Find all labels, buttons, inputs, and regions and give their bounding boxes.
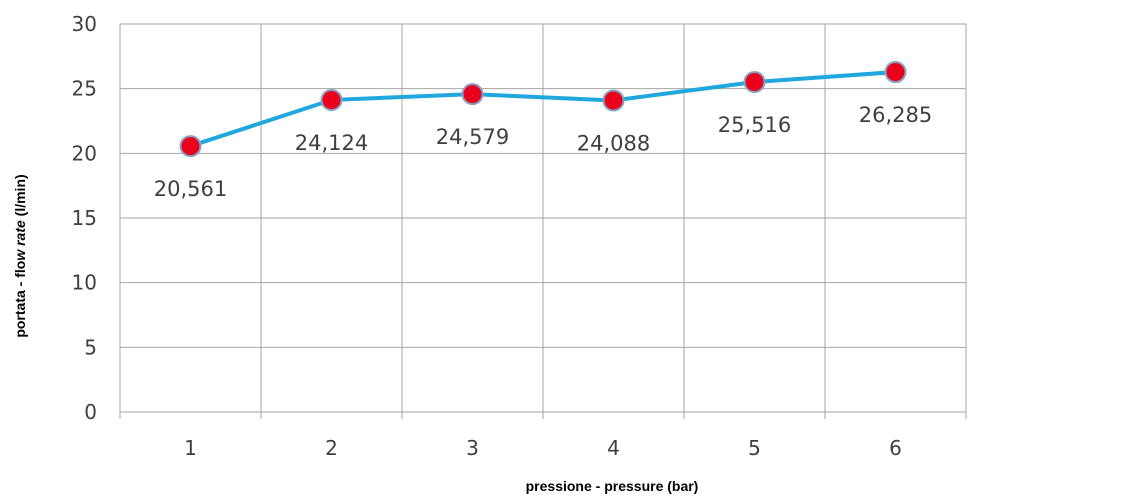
x-tick-label: 5 bbox=[748, 436, 761, 460]
data-label: 25,516 bbox=[718, 113, 791, 137]
x-tick-label: 2 bbox=[325, 436, 338, 460]
x-axis-title: pressione - pressure (bar) bbox=[526, 478, 699, 494]
data-point bbox=[461, 83, 484, 106]
data-label: 24,088 bbox=[577, 131, 650, 155]
series-line bbox=[188, 70, 898, 149]
data-label: 24,579 bbox=[436, 125, 509, 149]
y-axis-title-part: w bbox=[12, 246, 28, 261]
x-tick-label: 1 bbox=[184, 436, 197, 460]
y-tick-label: 5 bbox=[84, 335, 97, 359]
data-point bbox=[743, 70, 766, 93]
y-tick-label: 10 bbox=[72, 271, 97, 295]
x-tick-label: 3 bbox=[466, 436, 479, 460]
data-label: 26,285 bbox=[859, 103, 932, 127]
x-tick-label: 6 bbox=[889, 436, 902, 460]
data-labels: 20,561 24,124 24,579 24,088 25,516 26,285 bbox=[154, 103, 932, 201]
x-axis-ticks: 1 2 3 4 5 6 bbox=[184, 436, 902, 460]
data-point bbox=[320, 88, 343, 111]
data-label: 20,561 bbox=[154, 177, 227, 201]
data-markers bbox=[179, 61, 907, 158]
y-axis-title-part: rate bbox=[12, 220, 28, 246]
data-point bbox=[179, 135, 202, 158]
y-tick-label: 15 bbox=[72, 206, 97, 230]
y-tick-label: 20 bbox=[72, 141, 97, 165]
y-tick-label: 25 bbox=[72, 77, 97, 101]
y-axis-ticks: 0 5 10 15 20 25 30 bbox=[72, 12, 97, 424]
y-tick-label: 30 bbox=[72, 12, 97, 36]
y-axis-title-part: (l/min) bbox=[12, 174, 28, 220]
y-axis-title: portata - flow rate (l/min) bbox=[12, 174, 28, 337]
data-label: 24,124 bbox=[295, 131, 368, 155]
data-point bbox=[602, 89, 625, 112]
y-axis-title-part: portata - flo bbox=[12, 261, 28, 338]
data-point bbox=[884, 61, 907, 84]
gridlines bbox=[119, 23, 967, 419]
x-tick-label: 4 bbox=[607, 436, 620, 460]
y-tick-label: 0 bbox=[84, 400, 97, 424]
